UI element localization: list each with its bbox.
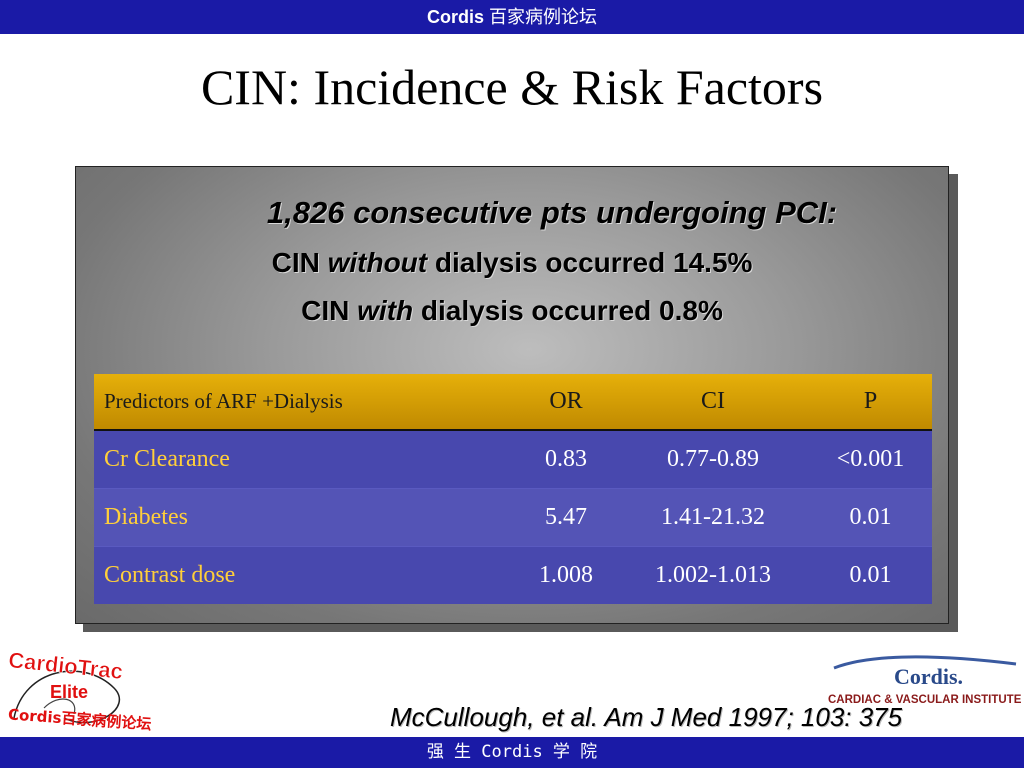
- table-header-ci: CI: [617, 374, 809, 431]
- line3-emphasis: with: [357, 295, 414, 326]
- row-predictor: Diabetes: [94, 488, 515, 547]
- row-p: 0.01: [809, 488, 932, 547]
- header-brand: Cordis: [426, 7, 484, 27]
- content-panel: 1,826 consecutive pts undergoing PCI: CI…: [75, 166, 949, 624]
- table-row: Contrast dose 1.008 1.002-1.013 0.01: [94, 546, 932, 604]
- summary-line-2: CIN without dialysis occurred 14.5%: [76, 247, 948, 279]
- logo-right-subtitle: CARDIAC & VASCULAR INSTITUTE: [828, 694, 1022, 706]
- row-or: 5.47: [515, 488, 617, 547]
- cordis-institute-logo: Cordis. CARDIAC & VASCULAR INSTITUTE: [828, 655, 1022, 706]
- line2-suffix: dialysis occurred 14.5%: [427, 247, 753, 278]
- logo-left-line2: Elite: [50, 682, 88, 702]
- logo-left-line1: CardioTrac: [7, 648, 124, 684]
- slide-title: CIN: Incidence & Risk Factors: [200, 59, 824, 115]
- row-ci: 1.41-21.32: [617, 488, 809, 547]
- table-row: Cr Clearance 0.83 0.77-0.89 <0.001: [94, 429, 932, 489]
- table-header-or: OR: [515, 374, 617, 431]
- line3-suffix: dialysis occurred 0.8%: [413, 295, 723, 326]
- table-row: Diabetes 5.47 1.41-21.32 0.01: [94, 488, 932, 547]
- table-header-predictor: Predictors of ARF +Dialysis: [94, 374, 515, 431]
- cardiotrac-logo: CardioTrac Elite Cordis百家病例论坛: [7, 648, 152, 733]
- row-predictor: Contrast dose: [94, 546, 515, 604]
- row-p: 0.01: [809, 546, 932, 604]
- row-ci: 0.77-0.89: [617, 429, 809, 489]
- line3-prefix: CIN: [301, 295, 358, 326]
- logo-left-line3: Cordis百家病例论坛: [7, 705, 151, 733]
- table-header-p: P: [809, 374, 932, 431]
- header-brand-cn: 百家病例论坛: [489, 7, 598, 27]
- reference-citation: McCullough, et al. Am J Med 1997; 103: 3…: [390, 702, 903, 732]
- row-or: 0.83: [515, 429, 617, 489]
- line2-emphasis: without: [327, 247, 428, 278]
- footer-bar: 强 生 Cordis 学 院: [0, 737, 1024, 768]
- summary-line-1: 1,826 consecutive pts undergoing PCI:: [266, 195, 838, 230]
- row-or: 1.008: [515, 546, 617, 604]
- row-ci: 1.002-1.013: [617, 546, 809, 604]
- row-predictor: Cr Clearance: [94, 429, 515, 489]
- logo-right-brand: Cordis.: [894, 664, 963, 689]
- line2-prefix: CIN: [271, 247, 328, 278]
- table-header-row: Predictors of ARF +Dialysis OR CI P: [94, 374, 932, 431]
- row-p: <0.001: [809, 429, 932, 489]
- predictors-table: Predictors of ARF +Dialysis OR CI P Cr C…: [94, 374, 932, 604]
- summary-line-3: CIN with dialysis occurred 0.8%: [76, 295, 948, 327]
- header-bar: Cordis 百家病例论坛: [0, 0, 1024, 34]
